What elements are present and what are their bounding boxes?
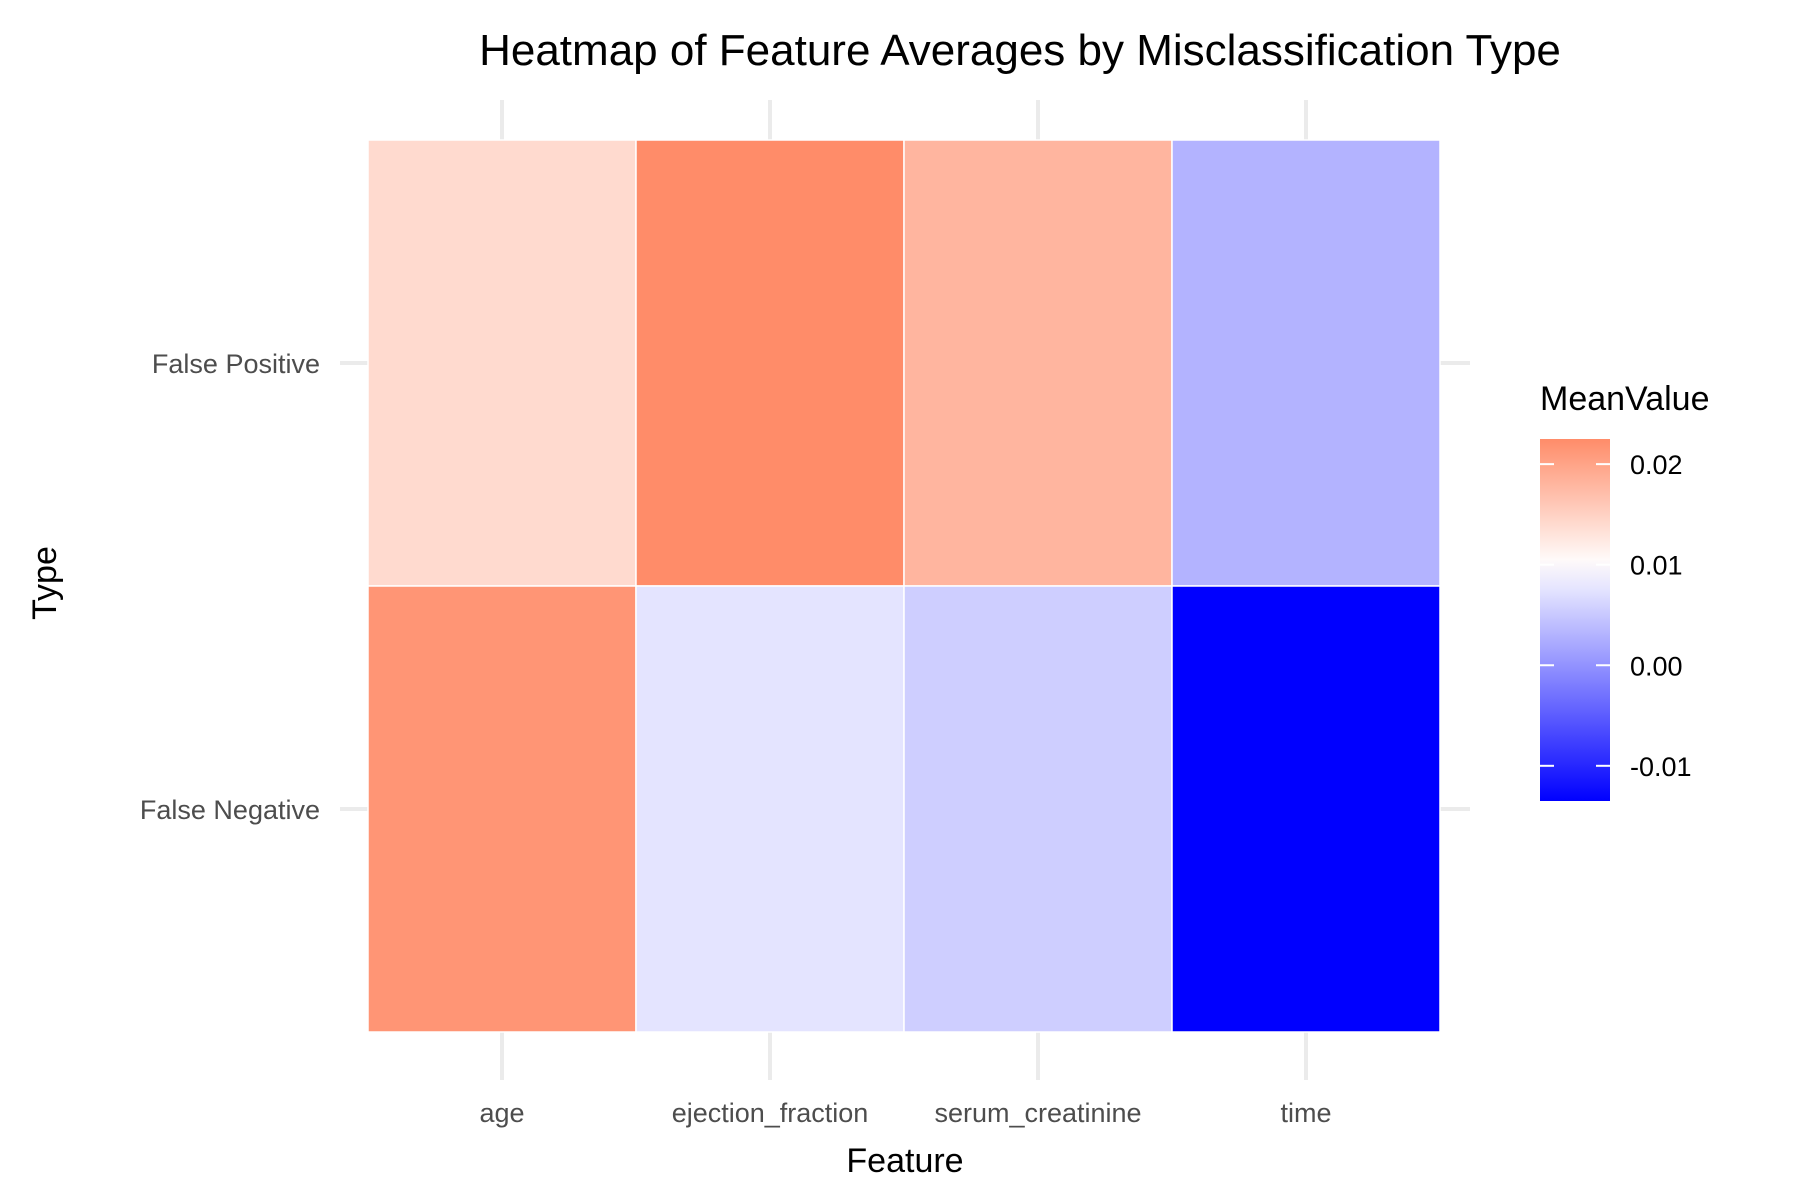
heatmap-cells (367, 139, 1441, 1033)
x-tick-label: serum_creatinine (934, 1098, 1141, 1128)
x-axis-ticks: age ejection_fraction serum_creatinine time (479, 1098, 1331, 1128)
y-tick-label: False Positive (152, 349, 320, 379)
y-tick-label: False Negative (140, 795, 320, 825)
heatmap-cell (1171, 585, 1441, 1033)
heatmap-cell (635, 585, 905, 1033)
x-tick-label: age (479, 1098, 524, 1128)
heatmap-cell (367, 139, 637, 587)
legend-ticks: 0.02 0.01 0.00 -0.01 (1540, 450, 1692, 782)
x-tick-label: time (1280, 1098, 1331, 1128)
heatmap-cell (1171, 139, 1441, 587)
heatmap-cell (367, 585, 637, 1033)
legend-tick-label: 0.01 (1630, 551, 1683, 581)
heatmap-cell (903, 585, 1173, 1033)
legend-title: MeanValue (1540, 380, 1710, 418)
legend-tick-label: -0.01 (1630, 752, 1692, 782)
legend: MeanValue 0.02 0.01 0.00 -0.01 (1540, 380, 1710, 801)
x-tick-label: ejection_fraction (672, 1098, 869, 1128)
y-axis-ticks: False Positive False Negative (140, 349, 320, 825)
heatmap-cell (635, 139, 905, 587)
heatmap-cell (903, 139, 1173, 587)
legend-tick-label: 0.02 (1630, 450, 1683, 480)
y-axis-title: Type (26, 546, 64, 620)
x-axis-title: Feature (846, 1142, 963, 1180)
legend-colorbar (1540, 439, 1610, 801)
legend-tick-label: 0.00 (1630, 651, 1683, 681)
chart-title: Heatmap of Feature Averages by Misclassi… (479, 26, 1561, 75)
